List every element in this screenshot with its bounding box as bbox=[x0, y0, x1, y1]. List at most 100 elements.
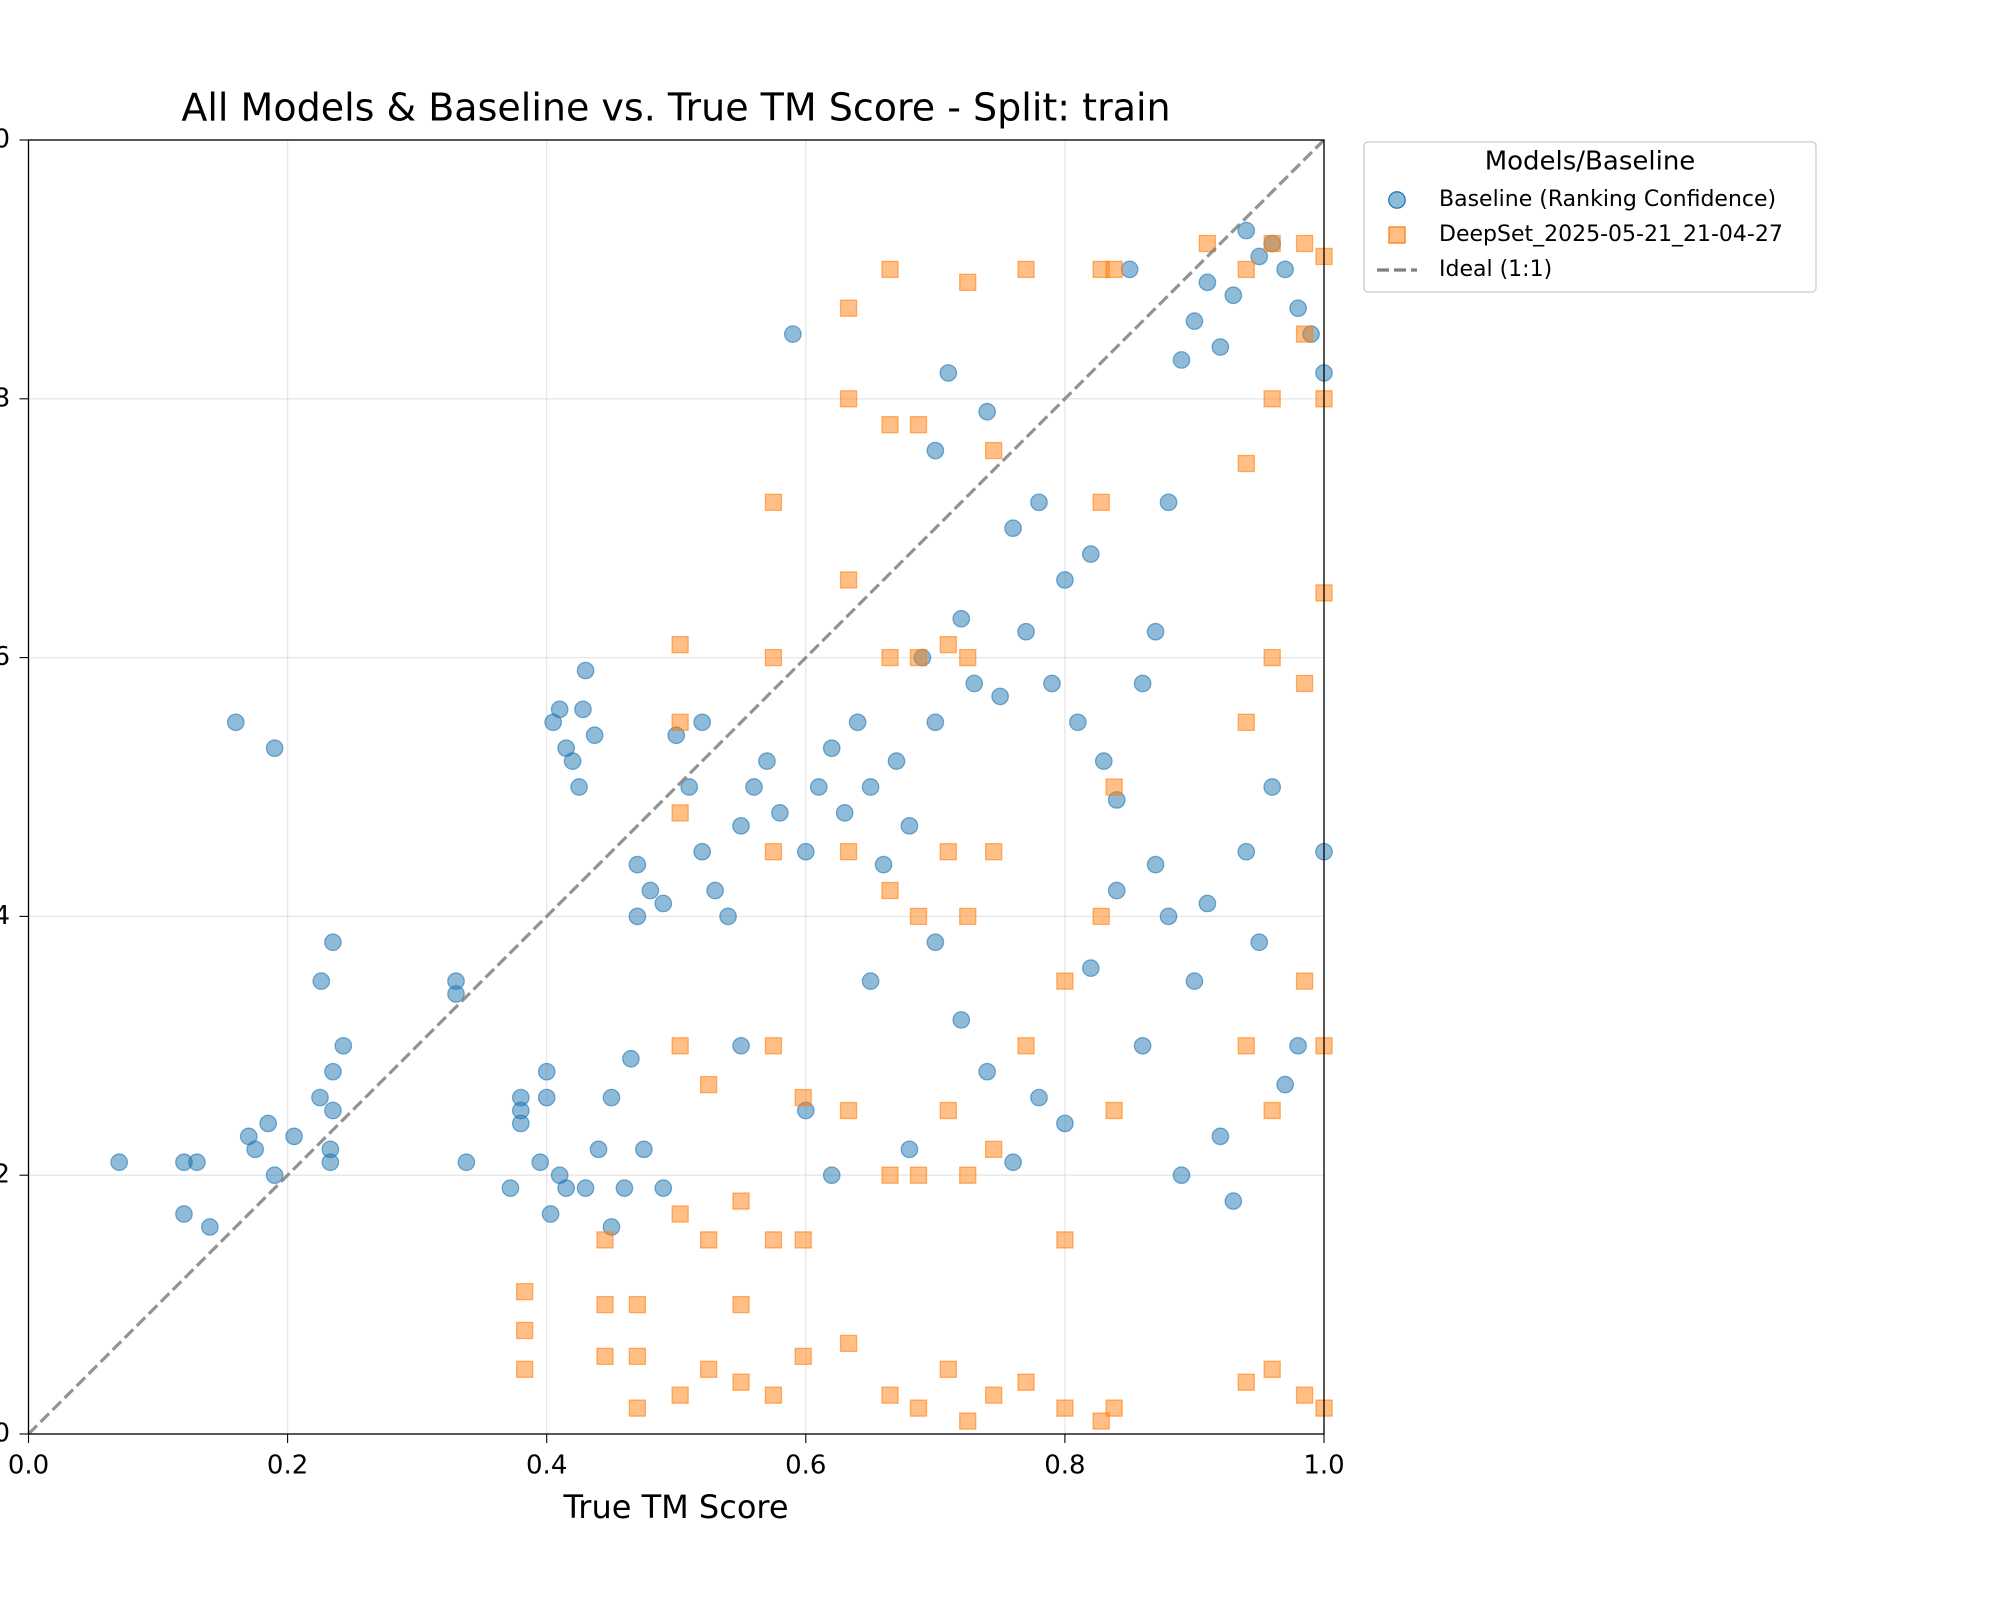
model-point bbox=[1263, 390, 1281, 408]
model-point bbox=[839, 299, 858, 317]
model-point bbox=[671, 1037, 689, 1055]
baseline-point bbox=[1172, 1166, 1191, 1185]
baseline-point bbox=[874, 855, 893, 874]
model-point bbox=[1237, 1373, 1255, 1391]
baseline-point bbox=[1185, 312, 1204, 331]
model-point bbox=[699, 1075, 718, 1094]
model-point bbox=[939, 1101, 957, 1120]
model-point bbox=[732, 1295, 750, 1314]
baseline-point bbox=[324, 1101, 342, 1120]
baseline-point bbox=[991, 687, 1009, 706]
baseline-point bbox=[809, 778, 828, 796]
baseline-point bbox=[188, 1153, 206, 1172]
baseline-point bbox=[965, 674, 984, 693]
baseline-point bbox=[861, 778, 880, 796]
baseline-point bbox=[501, 1179, 520, 1197]
model-point bbox=[881, 881, 899, 900]
y-tick-label: 1.0 bbox=[0, 125, 10, 155]
baseline-point bbox=[585, 726, 604, 745]
baseline-point bbox=[1120, 260, 1139, 279]
baseline-point bbox=[758, 752, 776, 770]
y-tick-label: 0.2 bbox=[0, 1160, 10, 1190]
x-tick-label: 0.4 bbox=[526, 1451, 567, 1481]
model-point bbox=[959, 1412, 977, 1430]
baseline-point bbox=[110, 1153, 129, 1172]
baseline-point bbox=[563, 752, 582, 770]
baseline-point bbox=[926, 713, 945, 732]
model-point bbox=[1237, 454, 1255, 473]
baseline-point bbox=[312, 972, 331, 990]
baseline-point bbox=[641, 881, 660, 900]
baseline-point bbox=[1172, 351, 1191, 369]
baseline-point bbox=[835, 804, 854, 822]
model-point bbox=[1056, 972, 1074, 990]
model-point bbox=[699, 1360, 718, 1378]
model-point bbox=[909, 1166, 928, 1184]
model-point bbox=[909, 416, 928, 434]
model-point bbox=[764, 1386, 783, 1404]
baseline-point bbox=[732, 1036, 750, 1055]
baseline-point bbox=[1198, 894, 1217, 913]
model-point bbox=[1056, 1231, 1074, 1249]
model-point bbox=[881, 1166, 899, 1184]
model-point bbox=[839, 1334, 858, 1353]
model-point bbox=[984, 441, 1003, 460]
model-point bbox=[1105, 778, 1123, 796]
model-point bbox=[1092, 493, 1110, 511]
model-point bbox=[764, 1231, 783, 1249]
model-point bbox=[1017, 1037, 1035, 1055]
model-point bbox=[939, 843, 957, 861]
model-point bbox=[516, 1321, 534, 1340]
baseline-point bbox=[1224, 1192, 1243, 1210]
baseline-point bbox=[745, 778, 763, 796]
x-tick-label: 0.6 bbox=[785, 1451, 826, 1481]
model-point bbox=[959, 648, 977, 667]
model-point bbox=[839, 843, 858, 861]
baseline-point bbox=[285, 1127, 303, 1146]
baseline-point bbox=[1030, 1088, 1048, 1107]
model-point bbox=[881, 1386, 899, 1404]
model-point bbox=[959, 273, 977, 291]
baseline-point bbox=[939, 364, 958, 382]
model-point bbox=[794, 1231, 812, 1249]
baseline-point bbox=[1004, 1153, 1022, 1172]
baseline-point bbox=[628, 907, 647, 926]
model-point bbox=[794, 1088, 812, 1107]
model-point bbox=[959, 1166, 977, 1184]
baseline-point bbox=[796, 842, 815, 861]
baseline-point bbox=[201, 1218, 219, 1236]
baseline-point bbox=[1133, 1036, 1152, 1055]
model-point bbox=[839, 571, 858, 589]
legend-label: Ideal (1:1) bbox=[1439, 257, 1552, 282]
baseline-point bbox=[1081, 545, 1100, 563]
model-point bbox=[881, 648, 899, 667]
baseline-point bbox=[1276, 1075, 1294, 1094]
model-point bbox=[1198, 234, 1217, 253]
baseline-point bbox=[783, 325, 802, 343]
baseline-point bbox=[447, 985, 465, 1003]
model-point bbox=[1295, 1386, 1314, 1404]
baseline-point bbox=[1056, 1114, 1074, 1133]
x-tick-label: 1.0 bbox=[1303, 1451, 1344, 1481]
baseline-point bbox=[926, 933, 945, 952]
baseline-point bbox=[321, 1153, 340, 1172]
baseline-point bbox=[654, 1179, 673, 1197]
model-point bbox=[1092, 907, 1110, 926]
legend-title: Models/Baseline bbox=[1485, 147, 1696, 177]
model-point bbox=[1105, 1399, 1123, 1417]
model-point bbox=[1056, 1399, 1074, 1417]
model-point bbox=[1092, 1412, 1110, 1430]
baseline-point bbox=[1043, 674, 1061, 693]
model-point bbox=[1105, 260, 1123, 279]
baseline-point bbox=[615, 1179, 634, 1197]
baseline-point bbox=[511, 1114, 530, 1133]
chart-title: All Models & Baseline vs. True TM Score … bbox=[181, 86, 1170, 130]
model-point bbox=[628, 1399, 647, 1417]
model-point bbox=[794, 1347, 812, 1366]
model-point bbox=[1295, 674, 1314, 693]
baseline-point bbox=[265, 739, 284, 758]
legend-label: Baseline (Ranking Confidence) bbox=[1439, 187, 1776, 212]
model-point bbox=[909, 1399, 928, 1417]
model-point bbox=[909, 648, 928, 667]
baseline-point bbox=[887, 752, 906, 770]
